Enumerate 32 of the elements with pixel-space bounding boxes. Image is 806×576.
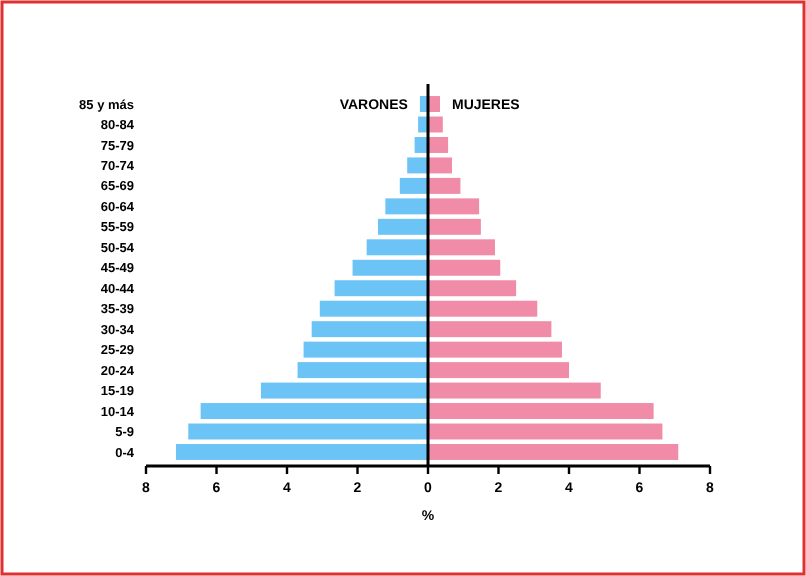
bar xyxy=(428,259,501,276)
bar xyxy=(428,198,480,215)
bar xyxy=(428,341,562,358)
bar xyxy=(319,300,428,317)
bar xyxy=(428,157,452,174)
bar xyxy=(260,382,428,399)
bar xyxy=(428,382,601,399)
bar xyxy=(303,341,428,358)
bar xyxy=(428,300,538,317)
bar xyxy=(352,259,428,276)
bar xyxy=(334,280,428,297)
bar xyxy=(399,177,428,194)
bar xyxy=(407,157,428,174)
bar xyxy=(428,403,654,420)
bar xyxy=(377,218,428,235)
bar xyxy=(366,239,428,256)
bar xyxy=(200,403,428,420)
bar xyxy=(297,362,428,379)
bar xyxy=(428,280,517,297)
bar xyxy=(188,423,428,440)
bar xyxy=(428,239,495,256)
bar xyxy=(428,362,569,379)
bar xyxy=(428,177,461,194)
bar xyxy=(428,136,449,153)
bar xyxy=(175,443,428,460)
bar xyxy=(428,423,663,440)
bar xyxy=(428,321,552,338)
bar xyxy=(414,136,428,153)
bar xyxy=(428,218,481,235)
bar xyxy=(311,321,428,338)
bar xyxy=(385,198,428,215)
bar xyxy=(428,443,679,460)
